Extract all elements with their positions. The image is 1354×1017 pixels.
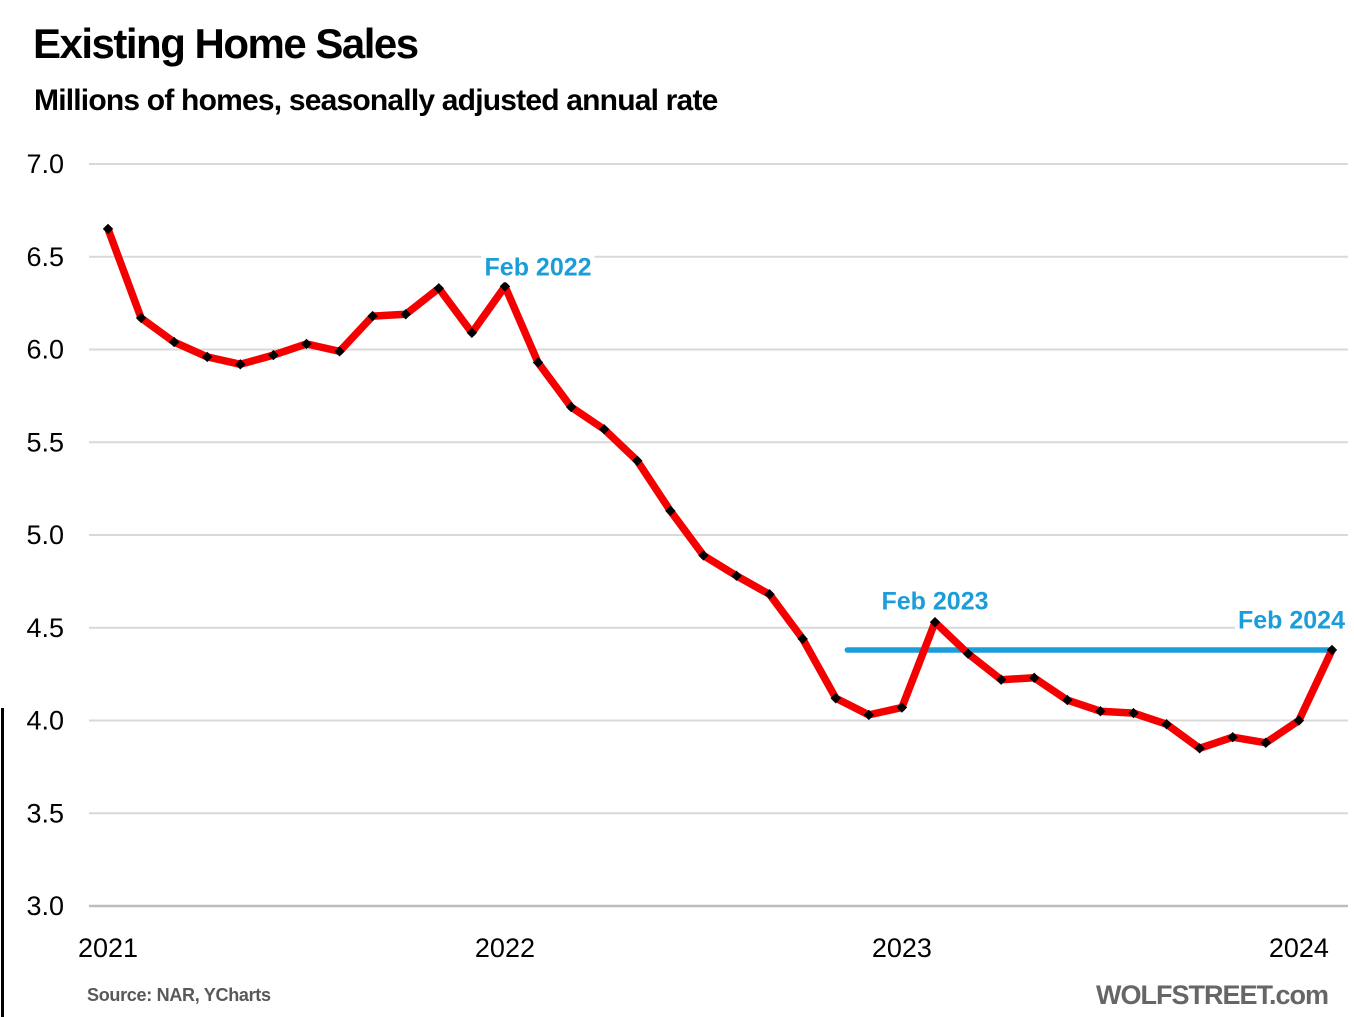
y-tick-label: 6.0 [26, 335, 64, 365]
data-point-marker [632, 455, 643, 466]
brand-wolfstreet: WOLFSTREET.com [1095, 980, 1329, 1010]
x-tick-label: 2022 [475, 933, 535, 963]
y-tick-label: 5.5 [26, 427, 64, 457]
chart-subtitle: Millions of homes, seasonally adjusted a… [34, 84, 718, 117]
data-point-marker [863, 709, 875, 721]
data-point-marker [202, 351, 213, 363]
y-tick-label: 7.0 [26, 149, 64, 179]
data-point-marker [301, 338, 312, 350]
x-tick-label: 2024 [1269, 933, 1329, 963]
annotation-label: Feb 2023 [878, 588, 992, 616]
data-point-marker [268, 349, 279, 361]
data-point-marker [962, 648, 974, 659]
data-point-marker [1293, 715, 1305, 726]
x-tick-label: 2023 [872, 933, 932, 963]
series-line [104, 225, 1336, 753]
data-point-marker [995, 674, 1007, 685]
data-point-marker [532, 357, 544, 368]
data-point-marker [1161, 719, 1172, 730]
data-point-marker [1062, 694, 1073, 706]
data-point-marker [830, 693, 841, 704]
data-point-marker [466, 327, 478, 339]
x-tick-label: 2021 [78, 933, 138, 963]
data-point-marker [235, 359, 246, 370]
data-point-marker [1227, 731, 1238, 743]
data-point-marker [565, 401, 577, 413]
data-point-marker [400, 309, 411, 320]
data-point-marker [168, 336, 180, 348]
data-point-marker [599, 424, 610, 435]
y-tick-label: 3.0 [26, 891, 64, 921]
y-tick-label: 4.0 [26, 706, 64, 736]
data-point-marker [1260, 737, 1271, 748]
data-point-marker [135, 312, 147, 324]
data-point-marker [896, 702, 908, 713]
y-tick-label: 5.0 [26, 520, 64, 550]
data-point-marker [433, 283, 444, 294]
y-tick-label: 4.5 [26, 613, 64, 643]
data-point-marker [499, 281, 511, 292]
data-point-marker [1095, 706, 1106, 717]
data-point-marker [764, 589, 775, 600]
source-note: Source: NAR, YCharts [87, 985, 271, 1005]
data-point-marker [731, 570, 742, 582]
annotation-label: Feb 2024 [1234, 607, 1348, 635]
data-point-marker [334, 346, 345, 357]
data-point-marker [698, 550, 709, 561]
data-point-marker [665, 505, 676, 517]
left-edge-line [1, 708, 4, 1017]
data-point-marker [367, 310, 378, 322]
data-point-marker [929, 616, 941, 628]
data-point-marker [1128, 707, 1139, 719]
data-point-marker [102, 223, 114, 235]
data-point-marker [1029, 672, 1040, 684]
data-point-marker [797, 633, 808, 645]
annotation-label: Feb 2022 [481, 254, 595, 283]
data-point-marker [1194, 743, 1205, 754]
chart-title: Existing Home Sales [33, 20, 419, 67]
y-tick-label: 6.5 [26, 242, 64, 272]
data-point-marker [1326, 644, 1338, 656]
y-tick-label: 3.5 [26, 798, 64, 828]
